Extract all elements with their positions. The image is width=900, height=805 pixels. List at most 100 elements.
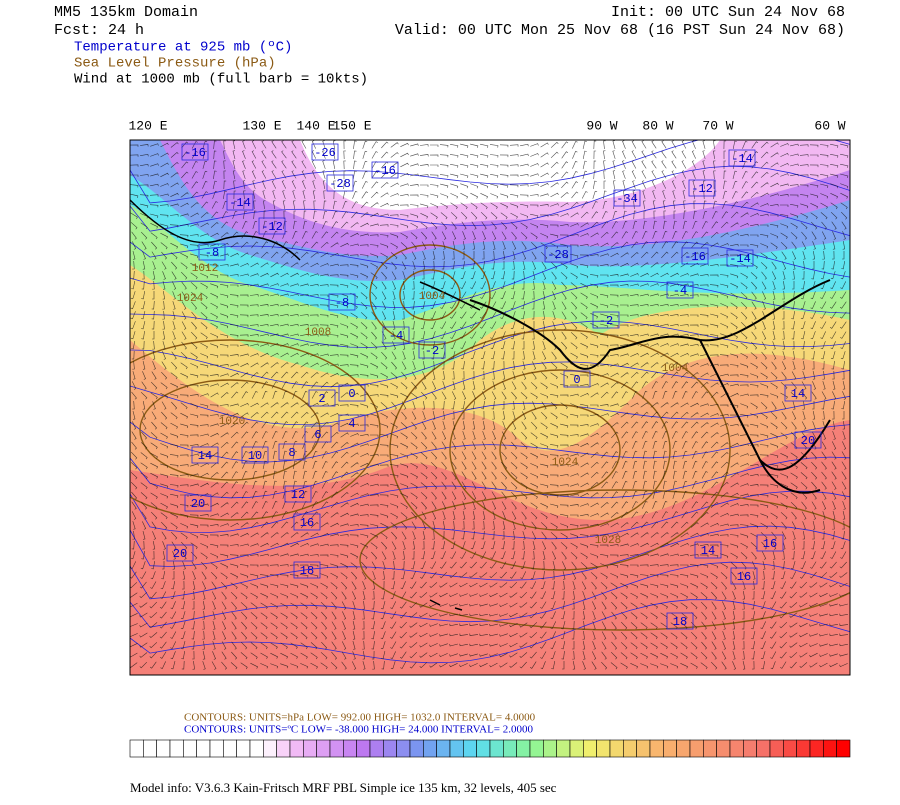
temperature-label-box [326,174,354,192]
color-bar-cell [743,739,757,758]
temperature-label: -26 [314,146,336,160]
pressure-label: 1020 [219,416,245,428]
temperature-contour [130,320,850,388]
color-bar-cell [423,739,437,758]
temperature-label-box [278,443,306,461]
temperature-label-box [730,567,758,585]
field-pressure: Sea Level Pressure (hPa) [74,56,276,72]
color-bar-cell [489,739,504,758]
temperature-label: 14 [198,449,212,463]
temperature-label: 18 [673,615,687,629]
field-wind: Wind at 1000 mb (full barb = 10kts) [74,72,368,88]
longitude-label: 70 W [702,118,733,133]
temperature-label: 8 [288,446,295,460]
color-bar-cell [649,739,664,758]
longitude-label: 80 W [642,118,673,133]
temperature-label-box [198,243,226,261]
longitude-label: 60 W [814,118,845,133]
coastline [469,279,831,494]
temperature-label-box [382,326,410,344]
color-bar-cell [263,739,277,758]
color-bar-cell [809,739,824,758]
color-bar-cell [383,739,397,758]
temperature-label-box [293,513,321,531]
temperature-label-box [544,245,572,263]
color-bar-cell [316,739,331,758]
color-bar-cell [543,739,557,758]
temperature-contour [130,395,850,463]
color-bar-cell [756,739,771,758]
color-bar-cell [623,739,637,758]
temperature-label-box [226,193,254,211]
temperature-label-box [338,414,366,432]
init-time: Init: 00 UTC Sun 24 Nov 68 [611,4,845,21]
color-bar-cell [289,739,304,758]
temperature-label: -14 [731,152,753,166]
temperature-label-box [688,179,716,197]
color-bar-cell [449,739,464,758]
color-bar-cell [663,739,677,758]
temperature-label: 0 [573,373,580,387]
temperature-contour [130,140,850,204]
temperature-label-box [293,561,321,579]
pressure-contour [130,339,381,521]
color-bar-cell [196,739,211,758]
color-bar-cell [369,739,384,758]
color-bar-cell [796,739,811,758]
color-bar-cell [223,739,237,758]
temperature-label-box [666,281,694,299]
pressure-contour [359,489,850,631]
longitude-label: 90 W [586,118,617,133]
temperature-label: -12 [691,182,713,196]
temperature-label-box [304,425,332,443]
temperature-label-box [311,143,339,161]
temperature-label-box [418,341,446,359]
color-bar-cell [769,739,784,758]
model-info: Model info: V3.6.3 Kain-Fritsch MRF PBL … [130,780,557,795]
color-bar-cell [569,739,584,758]
color-bar-cell [516,739,531,758]
temperature-contour [130,203,850,268]
pressure-label: 1012 [192,263,218,275]
color-bar-cell [476,739,491,758]
color-bar-cell [609,739,624,758]
pressure-label: 1004 [419,291,446,303]
longitude-label: 140 E [296,118,335,133]
contours-temperature: CONTOURS: UNITS=ºC LOW= -38.000 HIGH= 24… [184,724,533,736]
temperature-label: 16 [300,516,314,530]
color-bar-cell [143,739,157,758]
longitude-label: 120 E [128,118,167,133]
color-bar-cell [503,739,517,758]
temperature-label: 18 [300,564,314,578]
temperature-contour [130,490,850,567]
temperature-label-box [726,249,754,267]
temperature-label: 16 [763,537,777,551]
longitude-label: 130 E [242,118,281,133]
color-bar-cell [689,739,704,758]
temperature-label-box [794,431,822,449]
temperature-label: -2 [425,344,439,358]
color-bar-cell [823,739,837,758]
temperature-label-box [338,384,366,402]
temperature-label: -8 [335,296,349,310]
forecast-hour: Fcst: 24 h [54,22,144,39]
wind-barbs [130,140,849,670]
temperature-label-box [371,161,399,179]
color-bar-cell [169,739,184,758]
temperature-label: -14 [229,196,251,210]
temperature-contour [130,456,850,533]
color-bar-cell [596,739,611,758]
temperature-label-box [613,189,641,207]
temperature-label-box [191,446,219,464]
temperature-label-box [241,446,269,464]
map-frame [129,139,851,676]
contours [130,140,850,664]
temperature-label: 16 [737,570,751,584]
pressure-label: 1024 [552,457,579,469]
color-bar-cell [636,739,651,758]
temperature-contour [130,525,850,600]
color-bar-cell [583,739,597,758]
pressure-label: 1008 [305,327,331,339]
color-bar-cell [556,739,571,758]
temperature-label: 20 [173,547,187,561]
